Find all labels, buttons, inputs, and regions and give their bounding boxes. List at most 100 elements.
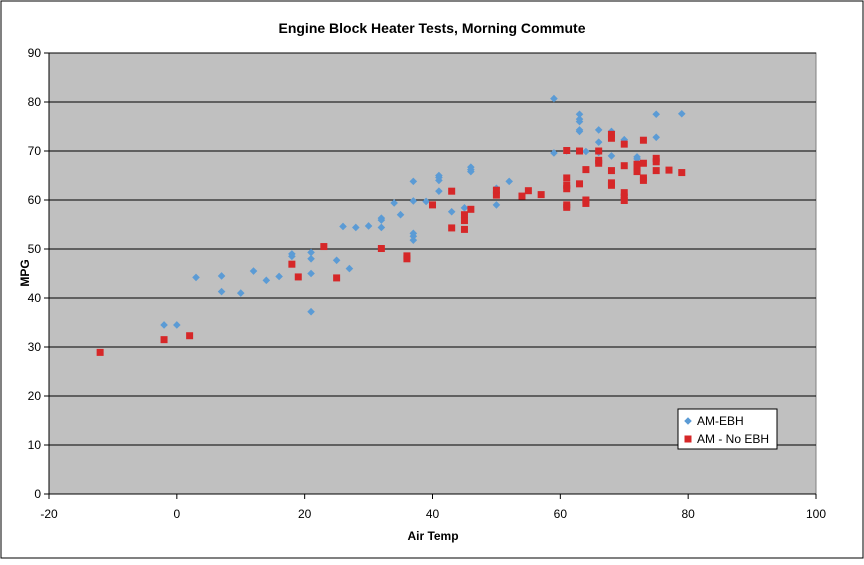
data-point — [633, 168, 641, 176]
data-point — [160, 321, 168, 329]
chart-title: Engine Block Heater Tests, Morning Commu… — [278, 20, 585, 36]
data-point — [460, 217, 468, 225]
legend-label: AM - No EBH — [697, 432, 769, 446]
data-point — [550, 149, 558, 157]
data-point — [620, 135, 629, 144]
data-point — [333, 274, 341, 282]
data-point — [345, 264, 354, 273]
data-point — [288, 250, 296, 258]
data-point — [448, 224, 456, 232]
series-2 — [96, 130, 686, 356]
data-point — [390, 199, 398, 207]
data-point — [639, 159, 647, 167]
data-point — [576, 180, 584, 188]
data-point — [409, 236, 418, 244]
x-tick-label: -20 — [40, 507, 58, 521]
data-point — [352, 223, 360, 232]
data-point — [665, 166, 673, 174]
data-point — [339, 222, 347, 231]
data-point — [582, 199, 590, 207]
data-point — [217, 287, 226, 296]
data-point — [582, 166, 590, 174]
y-tick-label: 30 — [28, 340, 42, 354]
data-point — [422, 197, 430, 206]
data-point — [262, 276, 271, 285]
data-point — [275, 272, 283, 281]
data-point — [652, 167, 660, 175]
y-tick-label: 20 — [28, 389, 42, 403]
data-point — [652, 158, 660, 166]
data-point — [435, 171, 443, 180]
data-point — [594, 126, 603, 134]
y-tick-label: 80 — [28, 95, 42, 109]
data-point — [96, 348, 104, 356]
y-tick-label: 90 — [28, 46, 42, 60]
data-point — [563, 174, 571, 182]
x-tick-label: 0 — [173, 507, 180, 521]
data-point — [677, 109, 686, 118]
data-point — [448, 187, 456, 195]
data-point — [320, 243, 328, 251]
y-tick-label: 0 — [34, 487, 41, 501]
data-point — [396, 210, 405, 219]
legend-marker — [684, 435, 692, 443]
data-point — [595, 147, 603, 155]
axes: 0 10 20 30 40 50 60 70 80 90 -20 0 20 40 60 80 100 — [28, 46, 827, 521]
plot-area — [48, 52, 817, 495]
data-point — [192, 273, 200, 282]
x-tick-label: 100 — [806, 507, 826, 521]
data-point — [217, 272, 226, 280]
data-point — [294, 273, 302, 281]
data-point — [576, 147, 584, 155]
y-tick-label: 60 — [28, 193, 42, 207]
data-point — [409, 177, 418, 186]
data-point — [403, 252, 411, 260]
y-tick-label: 70 — [28, 144, 42, 158]
data-point — [594, 138, 603, 146]
data-point — [447, 207, 456, 216]
data-point — [236, 289, 245, 297]
data-point — [633, 155, 641, 163]
data-point — [537, 191, 545, 199]
data-point — [460, 225, 468, 233]
legend-marker — [684, 417, 692, 425]
data-point — [467, 163, 475, 171]
data-point — [652, 133, 661, 142]
data-point — [492, 186, 500, 194]
data-point — [492, 201, 501, 209]
data-point — [607, 167, 615, 175]
data-point — [620, 140, 628, 148]
data-point — [429, 201, 436, 209]
data-point — [607, 181, 615, 189]
data-point — [467, 205, 475, 213]
data-point — [492, 191, 500, 199]
data-point — [563, 147, 571, 155]
data-point — [595, 156, 603, 164]
data-point — [364, 222, 373, 230]
data-point — [607, 134, 615, 142]
data-points — [96, 94, 686, 356]
data-point — [332, 256, 341, 265]
data-point — [550, 94, 558, 103]
data-point — [524, 187, 532, 195]
data-point — [307, 269, 315, 278]
data-point — [377, 214, 386, 222]
data-point — [460, 204, 469, 212]
y-axis-label: MPG — [18, 259, 32, 286]
x-tick-label: 40 — [426, 507, 440, 521]
data-point — [678, 169, 686, 177]
legend-label: AM-EBH — [697, 414, 744, 428]
data-point — [288, 260, 296, 268]
data-point — [582, 147, 590, 156]
x-tick-label: 80 — [681, 507, 695, 521]
data-point — [518, 192, 526, 200]
x-tick-label: 60 — [554, 507, 568, 521]
data-point — [307, 248, 315, 257]
data-point — [377, 223, 386, 232]
data-point — [563, 185, 571, 193]
legend-box — [677, 408, 778, 450]
data-point — [186, 332, 194, 340]
data-point — [607, 152, 616, 160]
data-point — [575, 127, 584, 136]
